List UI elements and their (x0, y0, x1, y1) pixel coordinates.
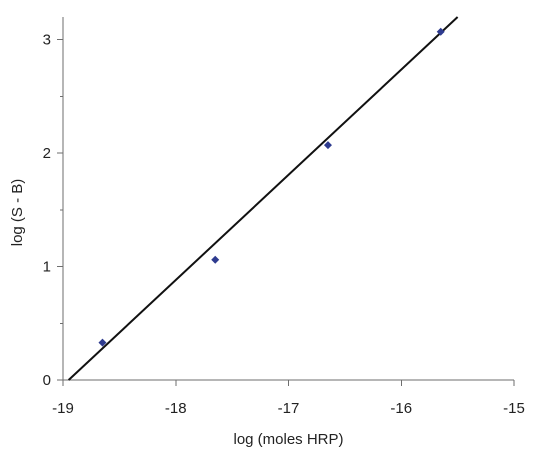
data-point (323, 141, 332, 150)
y-tick-label: 3 (43, 32, 51, 49)
y-tick-label: 0 (43, 372, 51, 389)
x-tick-label: -16 (390, 400, 412, 417)
ticks: 0 1 2 3 -19 -18 -17 -16 -15 (43, 32, 525, 417)
data-point (98, 338, 107, 347)
x-tick-label: -18 (165, 400, 187, 417)
x-axis-label: log (moles HRP) (233, 431, 343, 448)
fit-line-group (67, 16, 459, 381)
axes (62, 17, 514, 381)
data-point (436, 27, 445, 36)
x-tick-label: -19 (52, 400, 74, 417)
data-points (98, 27, 445, 347)
y-axis-label: log (S - B) (9, 179, 26, 247)
data-point (211, 255, 220, 264)
x-tick-label: -17 (278, 400, 300, 417)
y-tick-label: 2 (43, 145, 51, 162)
fit-line (67, 16, 459, 381)
x-tick-label: -15 (503, 400, 525, 417)
y-tick-label: 1 (43, 259, 51, 276)
